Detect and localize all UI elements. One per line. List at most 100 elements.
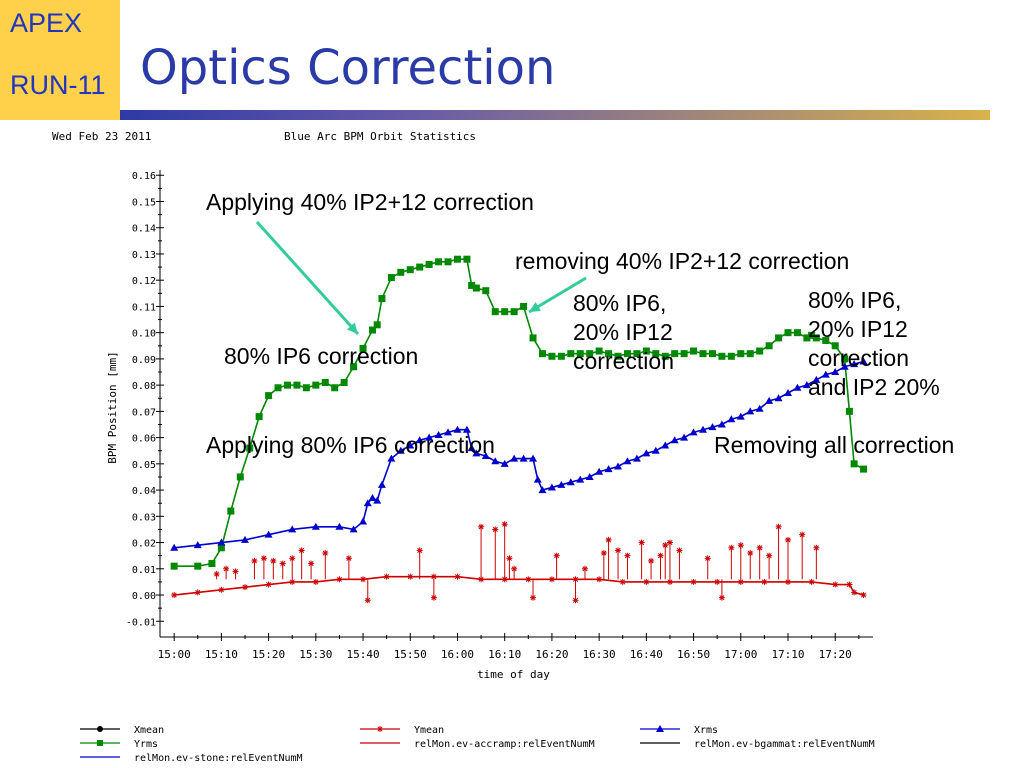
xrms-point-30 — [529, 454, 538, 462]
x-tick-label-5: 15:50 — [394, 648, 427, 661]
ymean-point-1 — [194, 589, 201, 596]
xrms-point-61 — [812, 375, 821, 383]
ymean-spikes-point-33 — [676, 547, 683, 554]
chart-marks — [170, 255, 868, 604]
legend-marker-0 — [97, 726, 103, 732]
ymean-point-12 — [454, 573, 461, 580]
ymean-spikes-point-27 — [624, 552, 631, 559]
legend-marker-1 — [377, 726, 383, 732]
ymean-point-22 — [690, 578, 697, 585]
xrms-point-36 — [576, 475, 585, 483]
ymean-point-16 — [548, 576, 555, 583]
xrms-point-60 — [802, 381, 811, 389]
xrms-point-34 — [557, 480, 566, 488]
yrms-point-22 — [387, 274, 395, 282]
ymean-spikes-point-28 — [638, 539, 645, 546]
xrms-point-35 — [566, 478, 575, 486]
xrms-point-4 — [264, 530, 273, 538]
ymean-spikes-point-37 — [737, 542, 744, 549]
chart-date: Wed Feb 23 2011 — [52, 130, 152, 143]
ymean-point-7 — [336, 576, 343, 583]
x-tick-label-8: 16:20 — [535, 648, 568, 661]
ymean-spikes-point-38 — [747, 550, 754, 557]
x-tick-label-14: 17:20 — [819, 648, 852, 661]
slide-badge: APEX RUN-11 — [0, 0, 120, 120]
yrms-point-67 — [803, 334, 811, 342]
ymean-spikes-point-3 — [251, 557, 258, 564]
annotation-applying-40-ip2-12: Applying 40% IP2+12 correction — [206, 189, 534, 215]
yrms-point-46 — [605, 350, 613, 358]
ymean-spikes-point-8 — [298, 547, 305, 554]
y-tick-label-2: 0.01 — [132, 565, 156, 576]
yrms-point-47 — [614, 352, 622, 360]
xrms-point-33 — [547, 483, 556, 491]
xrms-point-41 — [623, 457, 632, 465]
x-tick-label-0: 15:00 — [158, 648, 191, 661]
ymean-spikes-point-19 — [511, 565, 518, 572]
ymean-spikes-point-24 — [600, 550, 607, 557]
ymean-spikes-point-2 — [232, 568, 239, 575]
ymean-spikes-point-0 — [213, 571, 220, 578]
ymean-spikes-point-39 — [756, 544, 763, 551]
x-tick-label-13: 17:10 — [771, 648, 804, 661]
yrms-point-41 — [557, 352, 565, 360]
yrms-point-69 — [812, 334, 820, 342]
ymean-spikes-point-43 — [799, 531, 806, 538]
yrms-point-5 — [236, 473, 244, 481]
slide-title: Optics Correction — [140, 40, 556, 96]
legend-marker-2 — [656, 725, 664, 732]
ymean-point-21 — [666, 578, 673, 585]
ymean-spikes-point-30 — [657, 552, 664, 559]
ymean-spikes-point-36 — [728, 544, 735, 551]
xrms-point-47 — [680, 433, 689, 441]
ymean-point-25 — [761, 578, 768, 585]
ymean-spikes-point-7 — [289, 555, 296, 562]
xrms-point-63 — [831, 368, 840, 376]
ymean-spikes-point-34 — [704, 555, 711, 562]
ymean-spikes-point-23 — [581, 565, 588, 572]
yrms-point-39 — [538, 350, 546, 358]
yrms-point-48 — [623, 350, 631, 358]
ymean-point-28 — [832, 581, 839, 588]
yrms-point-49 — [633, 350, 641, 358]
yrms-point-19 — [368, 326, 376, 334]
yrms-point-73 — [845, 407, 853, 415]
xrms-point-13 — [377, 480, 386, 488]
yrms-point-20 — [373, 321, 381, 329]
xrms-point-25 — [481, 451, 490, 459]
yrms-point-58 — [718, 352, 726, 360]
y-tick-label-13: 0.12 — [132, 276, 156, 287]
yrms-point-12 — [302, 384, 310, 392]
xrms-point-3 — [240, 535, 249, 543]
ymean-point-3 — [241, 584, 248, 591]
yrms-point-61 — [746, 350, 754, 358]
xrms-point-27 — [500, 459, 509, 467]
xrms-point-9 — [359, 517, 368, 525]
xrms-point-10 — [363, 499, 372, 507]
ymean-spikes-point-32 — [666, 539, 673, 546]
yrms-point-2 — [208, 560, 216, 568]
yrms-point-0 — [170, 562, 178, 570]
annotation-80-ip6-20-ip12-ip2: 80% IP6, 20% IP12 correction and IP2 20% — [808, 287, 940, 400]
badge-line-2: RUN-11 — [10, 70, 106, 100]
yrms-point-51 — [652, 350, 660, 358]
xrms-point-52 — [727, 415, 736, 423]
ymean-spikes-point-12 — [364, 597, 371, 604]
legend-marker-3 — [97, 740, 103, 746]
yrms-point-44 — [586, 350, 594, 358]
xrms-point-5 — [288, 525, 297, 533]
ymean-point-8 — [360, 576, 367, 583]
yrms-point-74 — [850, 460, 858, 468]
arrow-removing-40 — [528, 276, 587, 314]
xrms-point-16 — [406, 441, 415, 449]
xrms-point-58 — [784, 389, 793, 397]
xrms-point-66 — [859, 357, 868, 365]
yrms-point-37 — [520, 302, 528, 310]
xrms-point-54 — [746, 407, 755, 415]
xrms-point-46 — [670, 436, 679, 444]
ymean-spikes-point-5 — [270, 557, 277, 564]
xrms-point-45 — [661, 441, 670, 449]
xrms-point-51 — [717, 420, 726, 428]
yrms-point-29 — [453, 255, 461, 263]
